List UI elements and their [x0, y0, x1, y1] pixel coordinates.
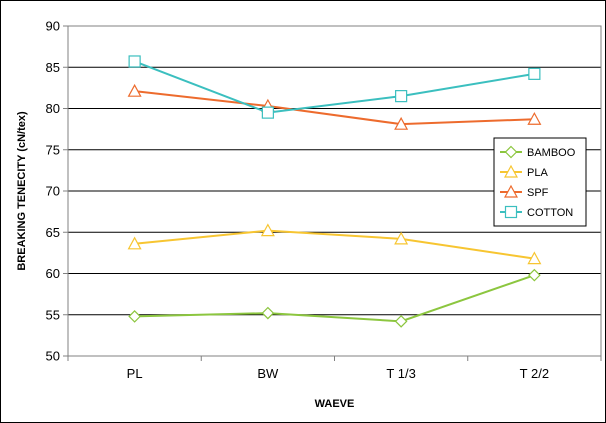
- x-tick-label: T 1/3: [386, 366, 415, 381]
- data-point: [127, 236, 142, 250]
- legend-item-cotton: COTTON: [500, 205, 573, 219]
- y-axis-ticks: 50 55 60 65 70 75 80 85 90: [46, 19, 68, 364]
- data-point: [260, 223, 275, 237]
- legend-item-pla: PLA: [500, 164, 548, 179]
- legend: BAMBOO PLA SPF COTTON: [493, 137, 587, 227]
- data-point: [394, 231, 409, 245]
- series-layer: [127, 55, 542, 328]
- x-tick-label: PL: [127, 366, 143, 381]
- y-tick-label: 60: [46, 266, 60, 281]
- y-tick-label: 65: [46, 225, 60, 240]
- data-point: [261, 106, 274, 119]
- legend-item-bamboo: BAMBOO: [500, 145, 576, 159]
- gridlines: [68, 66, 601, 316]
- legend-marker: [503, 164, 519, 178]
- series-line: [134, 90, 535, 126]
- legend-label: COTTON: [527, 207, 573, 219]
- legend-label: SPF: [527, 187, 549, 199]
- x-tick-label: BW: [257, 366, 279, 381]
- y-tick-label: 55: [46, 307, 60, 322]
- legend-label: PLA: [527, 167, 548, 179]
- y-tick-label: 50: [46, 349, 60, 364]
- data-point: [528, 268, 541, 282]
- y-axis-title: BREAKING TENECITY (cN/tex): [16, 111, 28, 271]
- data-point: [528, 67, 541, 80]
- y-tick-label: 75: [46, 142, 60, 157]
- series-cotton: [128, 55, 541, 119]
- y-tick-label: 70: [46, 184, 60, 199]
- y-tick-label: 80: [46, 101, 60, 116]
- y-tick-label: 90: [46, 19, 60, 34]
- series-line: [134, 229, 535, 260]
- legend-label: BAMBOO: [527, 147, 576, 159]
- data-point: [527, 251, 542, 265]
- data-point: [395, 90, 408, 103]
- series-spf: [127, 83, 542, 130]
- legend-marker: [504, 205, 518, 219]
- legend-marker: [503, 184, 519, 198]
- data-point: [394, 116, 409, 130]
- data-point: [527, 111, 542, 125]
- legend-marker: [504, 145, 518, 159]
- data-point: [261, 306, 275, 320]
- series-line: [134, 60, 535, 114]
- x-tick-label: T 2/2: [520, 366, 549, 381]
- series-bamboo: [128, 268, 541, 328]
- series-pla: [127, 223, 542, 265]
- data-point: [128, 55, 141, 68]
- data-point: [128, 310, 141, 323]
- data-point: [127, 83, 142, 97]
- series-line: [134, 274, 535, 323]
- data-point: [394, 315, 408, 328]
- x-axis-title: WAEVE: [315, 398, 355, 410]
- x-axis-ticks: PL BW T 1/3 T 2/2: [67, 356, 602, 381]
- y-tick-label: 85: [46, 60, 60, 75]
- legend-item-spf: SPF: [500, 184, 549, 199]
